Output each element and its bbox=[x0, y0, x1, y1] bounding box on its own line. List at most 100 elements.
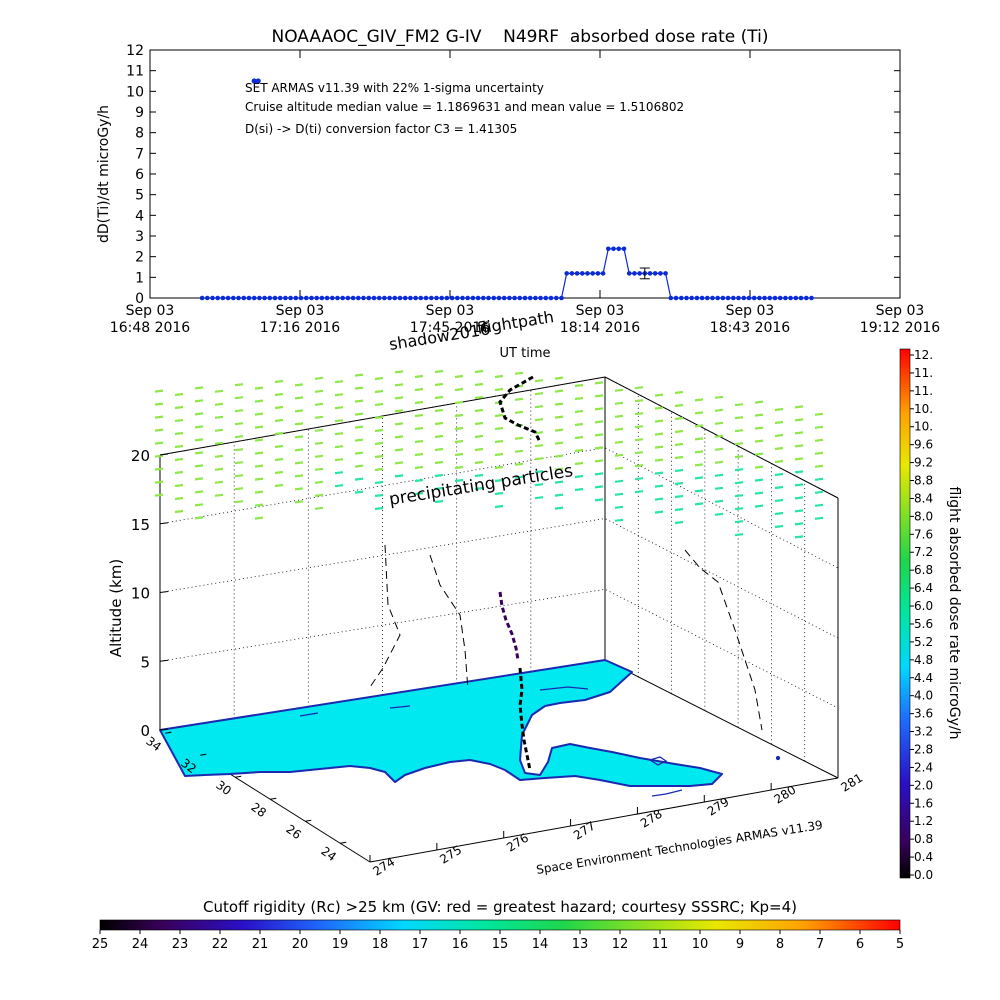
data-point bbox=[590, 271, 595, 276]
3d-lon-axis bbox=[369, 777, 839, 863]
particle-mark bbox=[294, 474, 304, 478]
particle-mark bbox=[794, 522, 804, 526]
dose-tick-label: 1.6 bbox=[914, 796, 933, 810]
data-point bbox=[314, 295, 320, 301]
particle-mark bbox=[714, 434, 724, 438]
altitude-grid-line bbox=[159, 518, 839, 639]
rigidity-tick-label: 23 bbox=[172, 937, 189, 952]
particle-mark bbox=[594, 446, 604, 450]
particle-mark bbox=[234, 435, 244, 439]
particle-mark bbox=[154, 467, 164, 471]
particle-mark bbox=[434, 499, 444, 504]
rigidity-colorbar bbox=[99, 919, 901, 931]
particle-mark bbox=[634, 477, 644, 481]
data-point bbox=[585, 271, 590, 276]
data-point bbox=[595, 271, 601, 276]
data-point bbox=[736, 295, 741, 301]
particle-mark bbox=[594, 407, 604, 411]
lat-tick-mark bbox=[165, 731, 172, 734]
particle-mark bbox=[414, 491, 424, 496]
particle-mark bbox=[634, 425, 644, 429]
particle-mark bbox=[814, 477, 824, 481]
data-point bbox=[382, 295, 387, 301]
dose-tick-label: 12. bbox=[914, 348, 933, 362]
particle-mark bbox=[354, 464, 364, 468]
dose-tick-label: 10. bbox=[914, 420, 933, 434]
particle-mark bbox=[274, 483, 284, 488]
particle-mark bbox=[474, 395, 484, 400]
particle-mark bbox=[374, 467, 384, 472]
particle-mark bbox=[734, 442, 744, 446]
particle-mark bbox=[654, 497, 664, 501]
particle-mark bbox=[294, 487, 304, 491]
particle-mark bbox=[294, 409, 304, 413]
data-point bbox=[392, 295, 398, 301]
particle-mark bbox=[454, 439, 464, 444]
particle-mark bbox=[774, 472, 784, 477]
altitude-tick-mark bbox=[159, 591, 169, 593]
particle-mark bbox=[694, 437, 704, 441]
particle-mark bbox=[714, 460, 724, 464]
particle-mark bbox=[794, 457, 804, 461]
lat-tick-label: 26 bbox=[283, 822, 304, 842]
rigidity-tick-label: 9 bbox=[736, 937, 744, 952]
particle-mark bbox=[374, 480, 384, 485]
particle-mark bbox=[494, 374, 504, 379]
particle-mark bbox=[534, 379, 544, 383]
particle-mark bbox=[794, 535, 804, 539]
particle-mark bbox=[754, 465, 764, 469]
particle-mark bbox=[714, 421, 724, 425]
y-tick-label: 0 bbox=[135, 291, 144, 307]
data-point bbox=[658, 271, 663, 276]
particle-mark bbox=[614, 414, 624, 418]
data-point bbox=[668, 295, 674, 301]
particle-mark bbox=[754, 504, 764, 508]
data-point bbox=[684, 295, 689, 301]
particle-mark bbox=[494, 491, 504, 496]
particle-mark bbox=[434, 395, 444, 400]
particle-mark bbox=[814, 438, 824, 442]
particle-mark bbox=[474, 486, 484, 491]
dose-tick-label: 4.0 bbox=[914, 689, 933, 703]
particle-mark bbox=[434, 434, 444, 439]
data-point bbox=[710, 295, 715, 301]
particle-mark bbox=[254, 503, 264, 507]
particle-mark bbox=[554, 454, 564, 458]
rigidity-tick-label: 10 bbox=[692, 937, 709, 952]
y-tick-label: 5 bbox=[135, 188, 144, 204]
particle-mark bbox=[354, 451, 364, 455]
data-point bbox=[574, 271, 580, 276]
particle-mark bbox=[334, 458, 344, 462]
data-point bbox=[741, 295, 747, 301]
data-point bbox=[251, 295, 257, 301]
data-point bbox=[236, 295, 241, 301]
particle-mark bbox=[794, 483, 804, 487]
data-point bbox=[538, 295, 543, 301]
particle-mark bbox=[454, 374, 464, 379]
particle-mark bbox=[634, 451, 644, 455]
data-point bbox=[725, 295, 731, 301]
data-point bbox=[673, 295, 679, 301]
particle-mark bbox=[154, 428, 164, 432]
particle-mark bbox=[494, 387, 504, 392]
particle-mark bbox=[414, 426, 424, 431]
particle-mark bbox=[634, 490, 644, 494]
particle-mark bbox=[174, 405, 184, 410]
particle-mark bbox=[714, 499, 724, 503]
data-point bbox=[449, 295, 455, 301]
particle-mark bbox=[714, 395, 724, 399]
particle-mark bbox=[434, 460, 444, 465]
data-point bbox=[564, 271, 569, 276]
particle-mark bbox=[754, 478, 764, 482]
particle-mark bbox=[674, 520, 684, 525]
3d-right-top-edge bbox=[604, 376, 839, 499]
data-point bbox=[340, 295, 346, 301]
particle-mark bbox=[674, 429, 684, 434]
particle-mark bbox=[754, 452, 764, 456]
data-point bbox=[777, 295, 783, 301]
data-point bbox=[705, 295, 710, 301]
particle-mark bbox=[214, 428, 224, 432]
data-point bbox=[402, 295, 408, 301]
particle-mark bbox=[174, 496, 184, 501]
particle-mark bbox=[274, 444, 284, 449]
